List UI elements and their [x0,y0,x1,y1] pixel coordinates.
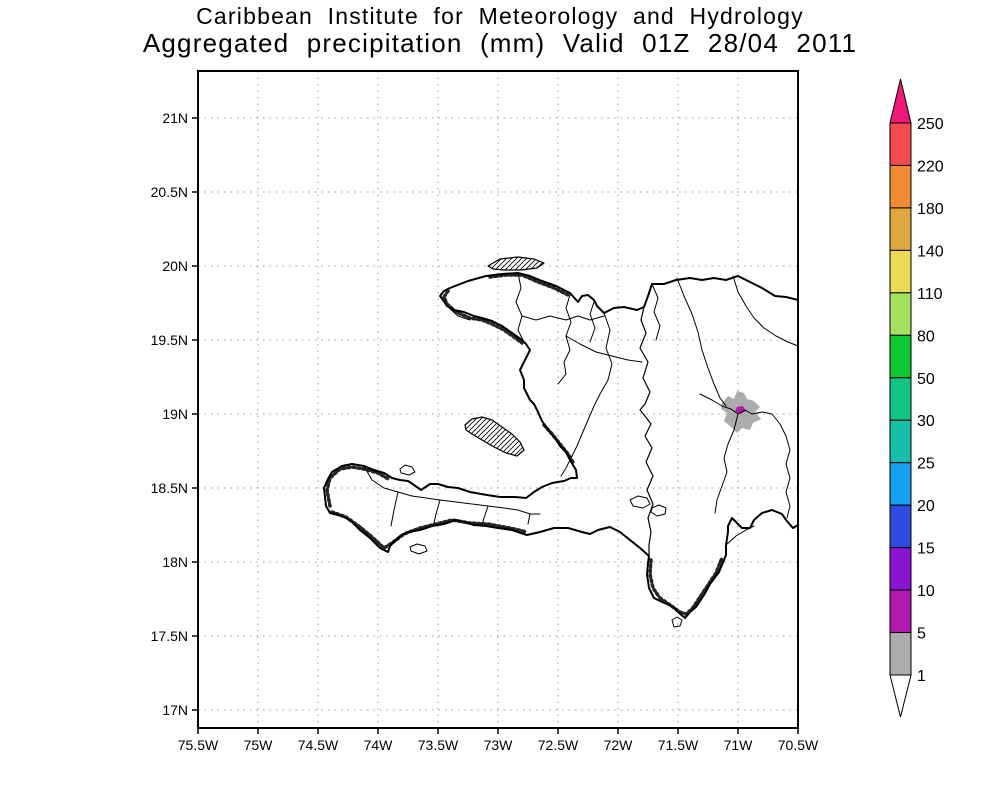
precip-cell-5-10mm [735,406,746,414]
colorbar-band [889,419,912,464]
colorbar-tick-label: 1 [917,668,926,685]
colorbar-band [889,334,912,379]
axis-labels: 75.5W 75W 74.5W 74W 73.5W 73W 72.5W 72W 71.5W 71W… [151,110,819,753]
haiti-dr-border [639,306,654,557]
colorbar-tick-label: 5 [917,626,926,643]
colorbar-tick-label: 250 [917,116,944,133]
ile-a-vache-island [409,543,428,555]
axis-ticks [192,117,799,734]
colorbar-tick-label: 25 [917,456,935,473]
x-axis-label: 74.5W [298,737,339,753]
colorbar-band [889,292,912,336]
gonave-island [464,416,525,457]
precipitation-colorbar: 250 220 180 140 110 80 50 30 25 20 15 10 5 1 [889,78,944,718]
colorbar-tick-label: 140 [917,243,944,260]
x-axis-label: 75.5W [178,737,219,753]
graticule-gridlines [198,71,798,728]
colorbar-tick-label: 20 [917,498,935,515]
y-axis-label: 19N [162,406,188,422]
hispaniola-coastline [323,272,799,619]
coastal-watershed-texture [325,273,724,616]
x-axis-label: 71W [724,737,754,753]
x-axis-label: 75W [244,737,274,753]
colorbar-tick-label: 180 [917,201,944,218]
colorbar-tick-label: 50 [917,371,935,388]
colorbar-arrow-under [889,674,912,718]
colorbar-arrow-over [889,78,912,124]
x-axis-label: 73W [484,737,514,753]
page-subtitle: Aggregated precipitation (mm) Valid 01Z … [142,28,858,58]
tortue-island [487,256,545,271]
colorbar-band [889,122,912,166]
colorbar-band [889,462,912,506]
y-axis-label: 20N [162,258,188,274]
y-axis-label: 21N [162,110,188,126]
y-axis-label: 20.5N [151,184,188,200]
colorbar-band [889,164,912,209]
colorbar-tick-label: 10 [917,583,935,600]
colorbar-band [889,504,912,549]
colorbar-band [889,377,912,421]
y-axis-label: 19.5N [151,332,188,348]
hispaniola-map-lines [323,256,799,628]
x-axis-label: 72W [604,737,634,753]
colorbar-band [889,249,912,294]
y-axis-label: 17.5N [151,628,188,644]
beata-island [671,616,683,628]
colorbar-band [889,589,912,634]
x-axis-label: 73.5W [418,737,459,753]
colorbar-tick-label: 110 [917,286,943,303]
colorbar-band [889,632,912,676]
x-axis-label: 74W [364,737,394,753]
y-axis-label: 18N [162,554,188,570]
interior-boundaries [363,272,799,546]
colorbar-band [889,207,912,251]
y-axis-label: 17N [162,702,188,718]
colorbar-tick-label: 80 [917,328,935,345]
colorbar-tick-label: 220 [917,158,944,175]
x-axis-label: 72.5W [538,737,579,753]
colorbar-tick-label: 30 [917,413,935,430]
page-title: Caribbean Institute for Meteorology and … [196,3,804,29]
colorbar-tick-label: 15 [917,541,935,558]
y-axis-label: 18.5N [151,480,188,496]
colorbar-band [889,547,912,591]
cayemites-island [399,464,416,476]
x-axis-label: 71.5W [658,737,699,753]
x-axis-label: 70.5W [778,737,819,753]
